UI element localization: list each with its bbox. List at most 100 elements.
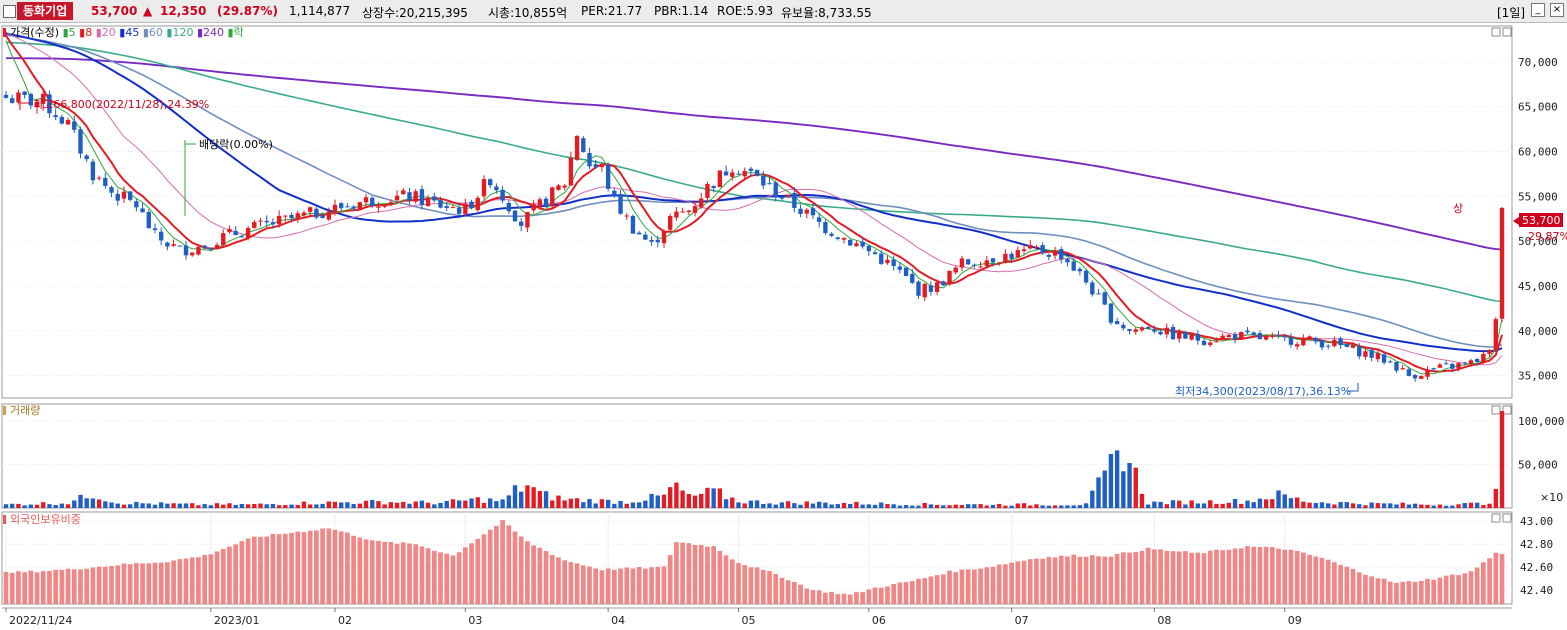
x-tick-label: 04 [611, 614, 625, 627]
volume-bar [1220, 503, 1225, 508]
candle-body [450, 207, 456, 209]
candle-body [1164, 327, 1169, 335]
foreign-bar [47, 570, 52, 604]
candle-body [1375, 353, 1381, 360]
candle-body [1294, 344, 1300, 347]
panel-close-icon[interactable] [1502, 405, 1512, 415]
volume-bar [1114, 450, 1120, 508]
candle-body [22, 91, 27, 95]
volume-bar [1077, 505, 1083, 508]
candle-body [245, 228, 251, 238]
candle-body [1034, 246, 1039, 248]
panel-close-icon[interactable] [1502, 27, 1512, 37]
candle-body [556, 185, 561, 190]
volume-bar [717, 488, 723, 508]
roe-value: ROE:5.93 [717, 4, 774, 18]
volume-bar [475, 497, 480, 508]
foreign-bar [1009, 562, 1014, 604]
volume-bar [990, 504, 996, 508]
volume-bar [1481, 505, 1486, 508]
close-icon[interactable]: × [1550, 3, 1564, 17]
foreign-bar [630, 568, 636, 604]
price-tick-label: 35,000 [1518, 370, 1558, 383]
foreign-bar [909, 581, 915, 604]
panel-maximize-icon[interactable] [1491, 27, 1501, 37]
candle-body [562, 185, 567, 188]
stock-name[interactable]: 동화기업 [17, 2, 74, 20]
volume-bar [109, 502, 114, 508]
panel-close-icon[interactable] [1502, 513, 1512, 523]
volume-bar [742, 503, 747, 508]
foreign-bar [823, 592, 828, 604]
candle-body [401, 190, 406, 195]
upper-limit-marker: 상 [1453, 202, 1463, 215]
volume-bar [1462, 503, 1467, 508]
volume-panel [1, 403, 1513, 509]
volume-bar [41, 502, 46, 508]
candle-body [1145, 326, 1151, 329]
foreign-bar [593, 568, 599, 604]
foreign-bar [65, 568, 71, 604]
volume-bar [761, 504, 766, 508]
candle-body [1040, 245, 1045, 254]
foreign-bar [1301, 552, 1306, 604]
candle-body [928, 285, 934, 292]
volume-bar [798, 504, 803, 508]
candle-body [1139, 327, 1145, 331]
foreign-bar [829, 591, 834, 604]
candle-body [841, 237, 847, 240]
volume-bar [1338, 502, 1343, 508]
candle-body [655, 239, 660, 243]
volume-bar [84, 498, 89, 508]
volume-bar [214, 503, 220, 508]
volume-bar [705, 487, 710, 508]
candle-body [624, 215, 629, 217]
candle-body [829, 233, 834, 236]
foreign-bar [692, 544, 698, 604]
candle-body [1102, 292, 1107, 305]
candle-body [636, 232, 642, 235]
minimize-icon[interactable]: _ [1531, 3, 1545, 17]
volume-bar [72, 500, 77, 508]
foreign-bar [556, 557, 561, 604]
period-button[interactable]: [1일] [1497, 6, 1526, 20]
volume-bar [1301, 501, 1306, 508]
volume-bar [1034, 504, 1039, 508]
candle-body [115, 193, 120, 201]
volume-bar [1319, 502, 1325, 508]
foreign-bar [928, 576, 934, 604]
candle-body [599, 165, 605, 168]
volume-bar [1065, 505, 1070, 508]
volume-bar [1003, 505, 1008, 508]
foreign-bar [1214, 549, 1219, 604]
volume-bar [754, 500, 760, 508]
volume-bar [363, 500, 369, 508]
legend-item: 20 [102, 26, 116, 39]
volume-bar [1096, 477, 1101, 508]
candle-body [264, 220, 269, 223]
panel-maximize-icon[interactable] [1491, 405, 1501, 415]
foreign-bar [978, 568, 983, 604]
foreign-bar [990, 566, 996, 604]
candle-body [134, 201, 139, 208]
candle-body [1282, 336, 1287, 338]
volume-bar [295, 504, 300, 508]
foreign-bar [332, 529, 338, 604]
low-annotation-text: 최저34,300(2023/08/17),36.13% [1175, 385, 1351, 398]
legend-item: 45 [125, 26, 139, 39]
foreign-bar [729, 559, 735, 604]
volume-bar [531, 487, 536, 508]
foreign-bar [1108, 556, 1114, 604]
foreign-bar [400, 542, 406, 604]
candle-body [59, 116, 65, 124]
chart-area[interactable]: 70,000 65,000 60,000 55,000 50,000 45,000 40,0… [0, 22, 1567, 630]
candle-body [1326, 345, 1331, 347]
select-checkbox[interactable] [3, 5, 16, 18]
panel-maximize-icon[interactable] [1491, 513, 1501, 523]
foreign-bar [1431, 579, 1437, 604]
volume-bar [1152, 501, 1157, 508]
volume-bar [1474, 502, 1480, 508]
candle-body [1431, 368, 1436, 370]
volume-bar [1344, 502, 1349, 508]
